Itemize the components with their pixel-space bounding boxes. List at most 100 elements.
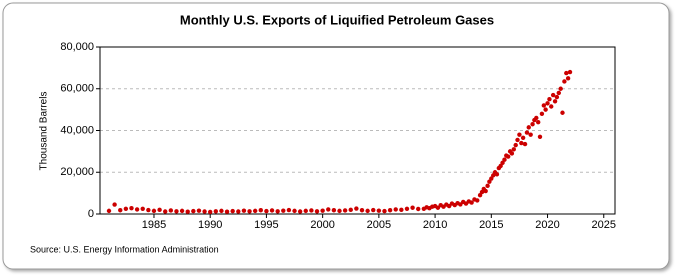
point xyxy=(541,103,547,108)
point xyxy=(342,208,348,213)
point xyxy=(163,209,168,214)
point xyxy=(129,205,134,211)
point xyxy=(320,208,325,213)
point xyxy=(252,208,258,214)
source: Source: U.S. Energy Information Administ… xyxy=(30,244,219,254)
x-tick-label: 1985 xyxy=(142,219,166,231)
point xyxy=(303,208,308,214)
point xyxy=(543,107,548,112)
point xyxy=(196,208,202,213)
point xyxy=(550,92,556,98)
point xyxy=(134,207,140,212)
point xyxy=(522,141,528,147)
point xyxy=(393,207,398,212)
point xyxy=(185,209,190,214)
point xyxy=(556,90,561,96)
point xyxy=(416,206,421,212)
x-tick-label: 2015 xyxy=(479,219,503,231)
point xyxy=(258,208,263,213)
x-tick-label: 1990 xyxy=(198,219,222,231)
point xyxy=(528,132,533,137)
point xyxy=(146,207,151,213)
x-tick-label: 2010 xyxy=(423,219,447,231)
x-tick-label: 2000 xyxy=(310,219,334,231)
point xyxy=(537,134,543,139)
x-tick-label: 2005 xyxy=(367,219,391,231)
y-tick-label: 40,000 xyxy=(60,124,94,136)
point xyxy=(502,157,507,162)
y-axis-label: Thousand Barrels xyxy=(39,92,50,171)
point xyxy=(314,209,320,214)
point xyxy=(524,130,530,135)
point xyxy=(123,206,129,211)
point xyxy=(236,209,241,214)
point xyxy=(513,142,518,148)
x-tick-label: 2025 xyxy=(592,219,616,231)
point xyxy=(157,207,162,213)
y-tick-label: 80,000 xyxy=(60,41,94,53)
point xyxy=(337,208,342,214)
point xyxy=(494,172,500,177)
point xyxy=(118,208,123,213)
y-tick-label: 60,000 xyxy=(60,83,94,95)
point xyxy=(410,205,415,210)
point xyxy=(446,203,452,209)
point xyxy=(547,96,552,102)
point xyxy=(174,209,179,214)
point xyxy=(140,206,145,211)
x-tick-label: 1995 xyxy=(254,219,278,231)
point xyxy=(567,69,573,75)
point xyxy=(399,207,404,213)
point xyxy=(515,137,520,143)
point xyxy=(281,208,286,213)
point xyxy=(292,208,297,214)
point xyxy=(562,79,567,84)
point xyxy=(376,208,382,213)
point xyxy=(534,115,539,121)
point xyxy=(348,207,353,213)
point xyxy=(354,206,359,211)
point xyxy=(219,208,224,214)
point xyxy=(475,198,480,203)
point xyxy=(286,207,292,213)
point xyxy=(359,208,365,213)
point xyxy=(275,209,280,214)
point xyxy=(309,208,314,213)
point xyxy=(202,209,207,214)
point xyxy=(560,110,565,115)
point xyxy=(241,208,247,213)
point xyxy=(365,208,370,214)
point xyxy=(554,94,560,100)
point xyxy=(151,208,157,214)
point xyxy=(509,151,515,156)
point xyxy=(269,208,275,213)
point xyxy=(539,111,545,117)
point xyxy=(331,208,337,213)
point xyxy=(382,208,387,214)
point xyxy=(112,202,117,207)
y-tick-label: 20,000 xyxy=(60,166,94,178)
point xyxy=(213,209,219,214)
point xyxy=(387,208,393,213)
point xyxy=(224,209,230,214)
point xyxy=(520,135,526,141)
chart-title: Monthly U.S. Exports of Liquified Petrol… xyxy=(180,12,494,27)
point xyxy=(371,207,376,213)
point xyxy=(435,205,441,210)
point xyxy=(230,208,235,214)
point xyxy=(247,209,252,214)
point xyxy=(535,119,541,125)
point xyxy=(168,208,174,213)
point xyxy=(558,86,563,91)
point xyxy=(326,207,331,212)
point xyxy=(526,125,531,130)
point xyxy=(191,208,196,214)
point xyxy=(511,147,516,152)
point xyxy=(517,132,522,137)
point xyxy=(564,70,569,76)
point xyxy=(530,122,535,127)
point xyxy=(505,154,511,159)
point xyxy=(264,208,269,214)
point xyxy=(485,183,490,189)
